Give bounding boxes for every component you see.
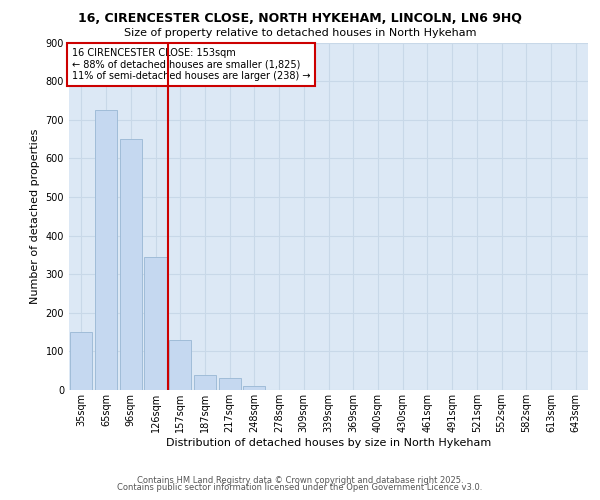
Text: 16, CIRENCESTER CLOSE, NORTH HYKEHAM, LINCOLN, LN6 9HQ: 16, CIRENCESTER CLOSE, NORTH HYKEHAM, LI…	[78, 12, 522, 26]
X-axis label: Distribution of detached houses by size in North Hykeham: Distribution of detached houses by size …	[166, 438, 491, 448]
Bar	[70, 332, 92, 390]
Bar	[243, 386, 265, 390]
Bar	[218, 378, 241, 390]
Text: 16 CIRENCESTER CLOSE: 153sqm
← 88% of detached houses are smaller (1,825)
11% of: 16 CIRENCESTER CLOSE: 153sqm ← 88% of de…	[71, 48, 310, 81]
Text: Contains public sector information licensed under the Open Government Licence v3: Contains public sector information licen…	[118, 484, 482, 492]
Y-axis label: Number of detached properties: Number of detached properties	[30, 128, 40, 304]
Bar	[145, 257, 167, 390]
Bar	[169, 340, 191, 390]
Text: Size of property relative to detached houses in North Hykeham: Size of property relative to detached ho…	[124, 28, 476, 38]
Text: Contains HM Land Registry data © Crown copyright and database right 2025.: Contains HM Land Registry data © Crown c…	[137, 476, 463, 485]
Bar	[119, 139, 142, 390]
Bar	[95, 110, 117, 390]
Bar	[194, 374, 216, 390]
